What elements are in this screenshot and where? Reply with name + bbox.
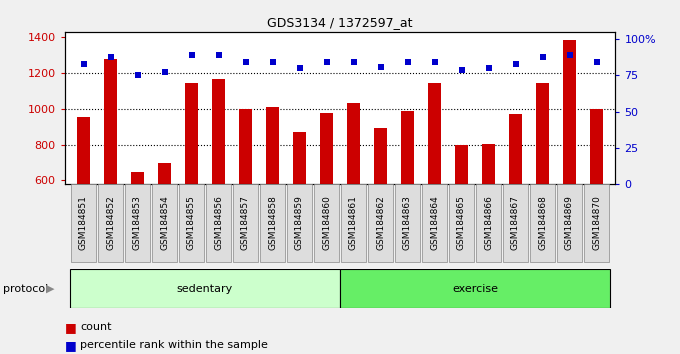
Bar: [590, 109, 603, 184]
Point: [348, 59, 359, 65]
FancyBboxPatch shape: [558, 184, 581, 262]
Text: GSM184866: GSM184866: [484, 195, 493, 251]
Bar: [481, 144, 495, 184]
Point: [375, 64, 386, 69]
FancyBboxPatch shape: [260, 184, 285, 262]
Point: [483, 65, 494, 71]
Bar: [563, 40, 576, 184]
FancyBboxPatch shape: [125, 184, 150, 262]
Text: GSM184854: GSM184854: [160, 196, 169, 250]
FancyBboxPatch shape: [341, 184, 366, 262]
FancyBboxPatch shape: [180, 184, 203, 262]
Text: GSM184851: GSM184851: [79, 195, 88, 251]
Text: GSM184858: GSM184858: [268, 195, 277, 251]
Text: protocol: protocol: [3, 284, 49, 293]
Title: GDS3134 / 1372597_at: GDS3134 / 1372597_at: [267, 16, 413, 29]
Point: [78, 61, 89, 67]
Point: [510, 61, 521, 67]
Bar: [374, 128, 387, 184]
FancyBboxPatch shape: [233, 184, 258, 262]
Bar: [320, 113, 333, 184]
FancyBboxPatch shape: [152, 184, 177, 262]
Point: [186, 52, 197, 58]
Point: [402, 59, 413, 65]
Text: GSM184868: GSM184868: [538, 195, 547, 251]
Point: [591, 59, 602, 65]
Point: [564, 52, 575, 58]
Text: GSM184859: GSM184859: [295, 195, 304, 251]
Text: GSM184852: GSM184852: [106, 196, 115, 250]
Bar: [536, 83, 549, 184]
Bar: [455, 145, 469, 184]
Point: [294, 65, 305, 71]
Bar: [211, 79, 225, 184]
Point: [537, 54, 548, 59]
Bar: [293, 132, 306, 184]
Bar: [401, 111, 414, 184]
Text: GSM184857: GSM184857: [241, 195, 250, 251]
Point: [132, 73, 143, 78]
FancyBboxPatch shape: [206, 184, 231, 262]
Text: percentile rank within the sample: percentile rank within the sample: [80, 340, 268, 350]
Text: GSM184863: GSM184863: [403, 195, 412, 251]
FancyBboxPatch shape: [584, 184, 609, 262]
Text: GSM184869: GSM184869: [565, 195, 574, 251]
Bar: [185, 83, 199, 184]
Text: exercise: exercise: [452, 284, 498, 293]
Bar: [77, 117, 90, 184]
Text: sedentary: sedentary: [177, 284, 233, 293]
FancyBboxPatch shape: [449, 184, 474, 262]
Point: [213, 52, 224, 58]
Text: GSM184855: GSM184855: [187, 195, 196, 251]
FancyBboxPatch shape: [314, 184, 339, 262]
Text: GSM184860: GSM184860: [322, 195, 331, 251]
FancyBboxPatch shape: [422, 184, 447, 262]
Text: GSM184867: GSM184867: [511, 195, 520, 251]
Bar: [158, 164, 171, 184]
Bar: [347, 103, 360, 184]
FancyBboxPatch shape: [71, 184, 96, 262]
Point: [240, 59, 251, 65]
Bar: [239, 109, 252, 184]
FancyBboxPatch shape: [288, 184, 311, 262]
Point: [321, 59, 332, 65]
FancyBboxPatch shape: [530, 184, 555, 262]
Bar: [131, 172, 144, 184]
Point: [105, 54, 116, 59]
Bar: [104, 59, 117, 184]
Bar: [509, 114, 522, 184]
Text: GSM184862: GSM184862: [376, 196, 385, 250]
FancyBboxPatch shape: [503, 184, 528, 262]
Point: [159, 70, 170, 75]
Text: GSM184853: GSM184853: [133, 195, 142, 251]
Point: [267, 59, 278, 65]
Text: GSM184861: GSM184861: [349, 195, 358, 251]
Point: [429, 59, 440, 65]
FancyBboxPatch shape: [369, 184, 392, 262]
Text: GSM184864: GSM184864: [430, 196, 439, 250]
FancyBboxPatch shape: [99, 184, 122, 262]
Text: ■: ■: [65, 339, 76, 352]
Text: ■: ■: [65, 321, 76, 334]
Point: [456, 67, 467, 72]
Text: GSM184856: GSM184856: [214, 195, 223, 251]
FancyBboxPatch shape: [477, 184, 500, 262]
Text: GSM184865: GSM184865: [457, 195, 466, 251]
Text: count: count: [80, 322, 112, 332]
Bar: [266, 107, 279, 184]
Text: GSM184870: GSM184870: [592, 195, 601, 251]
FancyBboxPatch shape: [340, 269, 610, 308]
FancyBboxPatch shape: [70, 269, 340, 308]
Text: ▶: ▶: [46, 284, 54, 293]
FancyBboxPatch shape: [395, 184, 420, 262]
Bar: [428, 83, 441, 184]
